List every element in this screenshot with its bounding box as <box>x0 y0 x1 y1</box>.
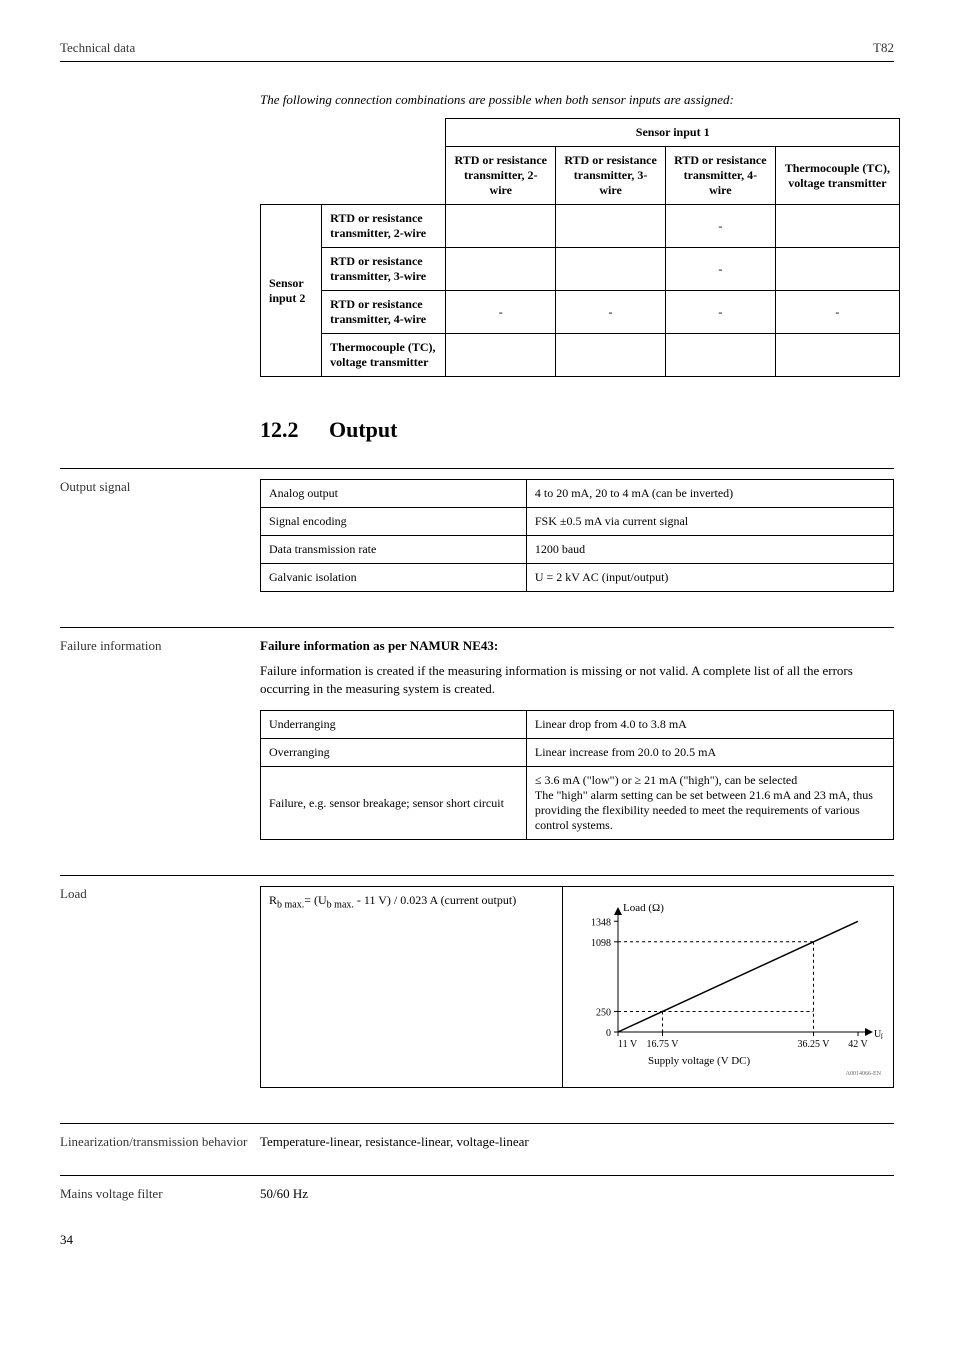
cell <box>446 334 556 377</box>
cell <box>775 205 899 248</box>
row-label: RTD or resistance transmitter, 3-wire <box>322 248 446 291</box>
cell: - <box>665 248 775 291</box>
svg-text:42 V: 42 V <box>848 1039 868 1050</box>
header-left: Technical data <box>60 40 135 56</box>
heading-text: Output <box>329 417 397 442</box>
cell <box>665 334 775 377</box>
svg-text:1098: 1098 <box>591 938 611 949</box>
svg-text:Load (Ω): Load (Ω) <box>623 902 664 914</box>
svg-text:A0014066-EN: A0014066-EN <box>846 1071 882 1077</box>
svg-text:36.25 V: 36.25 V <box>797 1039 830 1050</box>
failure-para: Failure information is created if the me… <box>260 662 894 698</box>
svg-text:11 V: 11 V <box>618 1039 638 1050</box>
section-heading: 12.2 Output <box>260 417 894 443</box>
section-label: Linearization/transmission behavior <box>60 1134 260 1150</box>
col-header: RTD or resistance transmitter, 4-wire <box>665 147 775 205</box>
load-chart: Load (Ω) 0 250 1098 1348 11 V 16.75 V 36.25 V 42… <box>573 897 883 1077</box>
cell: - <box>665 291 775 334</box>
cell: U = 2 kV AC (input/output) <box>526 564 893 592</box>
svg-text:1348: 1348 <box>591 918 611 929</box>
mains-value: 50/60 Hz <box>260 1186 894 1202</box>
cell: Data transmission rate <box>261 536 527 564</box>
output-signal-section: Output signal Analog output4 to 20 mA, 2… <box>60 468 894 602</box>
failure-table: UnderrangingLinear drop from 4.0 to 3.8 … <box>260 710 894 840</box>
page-number: 34 <box>60 1232 894 1248</box>
cell: Galvanic isolation <box>261 564 527 592</box>
cell <box>556 334 666 377</box>
svg-text:Uᵦ: Uᵦ <box>874 1029 883 1040</box>
cell <box>775 248 899 291</box>
row-label: RTD or resistance transmitter, 4-wire <box>322 291 446 334</box>
col-header: RTD or resistance transmitter, 3-wire <box>556 147 666 205</box>
mains-section: Mains voltage filter 50/60 Hz <box>60 1175 894 1202</box>
svg-text:16.75 V: 16.75 V <box>646 1039 679 1050</box>
failure-section: Failure information Failure information … <box>60 627 894 850</box>
load-table: Rb max.= (Ub max. - 11 V) / 0.023 A (cur… <box>260 886 894 1088</box>
cell <box>446 248 556 291</box>
row-label: RTD or resistance transmitter, 2-wire <box>322 205 446 248</box>
cell: Linear increase from 20.0 to 20.5 mA <box>526 739 893 767</box>
sensor-combination-table: Sensor input 1 RTD or resistance transmi… <box>260 118 900 377</box>
row-label: Thermocouple (TC), voltage transmitter <box>322 334 446 377</box>
failure-subhead: Failure information as per NAMUR NE43: <box>260 638 894 654</box>
cell: Failure, e.g. sensor breakage; sensor sh… <box>261 767 527 840</box>
cell: 1200 baud <box>526 536 893 564</box>
section-label: Load <box>60 886 260 1098</box>
col-header: RTD or resistance transmitter, 2-wire <box>446 147 556 205</box>
cell: Overranging <box>261 739 527 767</box>
sensor-side-header: Sensor input 2 <box>261 205 322 377</box>
heading-number: 12.2 <box>260 417 299 442</box>
load-formula: Rb max.= (Ub max. - 11 V) / 0.023 A (cur… <box>261 887 563 1088</box>
cell: Underranging <box>261 711 527 739</box>
cell: - <box>775 291 899 334</box>
intro-text: The following connection combinations ar… <box>260 92 894 108</box>
page-header: Technical data T82 <box>60 40 894 62</box>
sensor-top-header: Sensor input 1 <box>446 119 900 147</box>
svg-text:Supply voltage (V DC): Supply voltage (V DC) <box>648 1055 750 1067</box>
cell: Analog output <box>261 480 527 508</box>
cell <box>446 205 556 248</box>
cell: - <box>665 205 775 248</box>
output-signal-table: Analog output4 to 20 mA, 20 to 4 mA (can… <box>260 479 894 592</box>
section-label: Output signal <box>60 479 260 602</box>
cell: FSK ±0.5 mA via current signal <box>526 508 893 536</box>
col-header: Thermocouple (TC), voltage transmitter <box>775 147 899 205</box>
svg-text:0: 0 <box>606 1028 611 1039</box>
cell: - <box>446 291 556 334</box>
load-chart-cell: Load (Ω) 0 250 1098 1348 11 V 16.75 V 36.25 V 42… <box>563 887 894 1088</box>
cell: Linear drop from 4.0 to 3.8 mA <box>526 711 893 739</box>
load-section: Load Rb max.= (Ub max. - 11 V) / 0.023 A… <box>60 875 894 1098</box>
header-right: T82 <box>873 40 894 56</box>
cell: 4 to 20 mA, 20 to 4 mA (can be inverted) <box>526 480 893 508</box>
svg-text:250: 250 <box>596 1008 611 1019</box>
cell: - <box>556 291 666 334</box>
cell <box>775 334 899 377</box>
cell: ≤ 3.6 mA ("low") or ≥ 21 mA ("high"), ca… <box>526 767 893 840</box>
cell <box>556 205 666 248</box>
linearization-value: Temperature-linear, resistance-linear, v… <box>260 1134 894 1150</box>
linearization-section: Linearization/transmission behavior Temp… <box>60 1123 894 1150</box>
cell <box>556 248 666 291</box>
cell: Signal encoding <box>261 508 527 536</box>
section-label: Mains voltage filter <box>60 1186 260 1202</box>
section-label: Failure information <box>60 638 260 850</box>
